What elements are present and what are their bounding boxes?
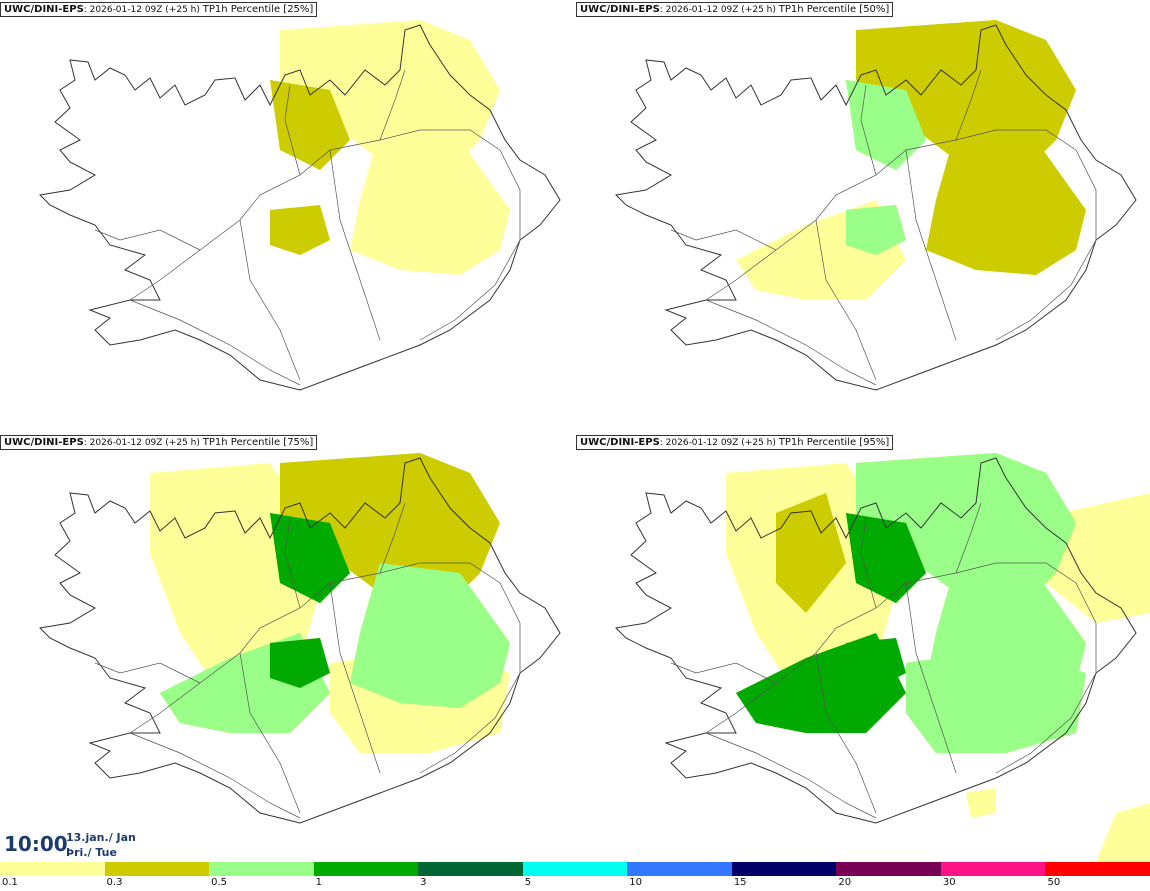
road-line (284, 517, 301, 609)
road-line (905, 582, 957, 774)
run-info: : 2026-01-12 09Z (+25 h) (83, 438, 200, 448)
legend-swatch (104, 862, 211, 876)
road-line (94, 662, 201, 684)
legend-swatch (731, 862, 838, 876)
map-p50 (614, 20, 1137, 391)
road-line (905, 149, 957, 341)
legend-swatch (940, 862, 1047, 876)
legend-label: 0.5 (211, 877, 227, 888)
legend-label: 20 (838, 877, 852, 888)
legend-swatch (418, 862, 524, 876)
precip-area (270, 80, 350, 170)
road-line (329, 149, 381, 341)
road-line (129, 732, 301, 819)
legend-swatch (313, 862, 420, 876)
model-name: UWC/DINI-EPS (4, 437, 84, 448)
legend-label: 30 (942, 877, 956, 888)
valid-time: 10:00 (4, 832, 68, 856)
map-panel-p25: UWC/DINI-EPS: 2026-01-12 09Z (+25 h) TP1… (0, 0, 574, 429)
panel-title: UWC/DINI-EPS: 2026-01-12 09Z (+25 h) TP1… (576, 435, 894, 450)
precip-area (1096, 803, 1150, 862)
run-info: : 2026-01-12 09Z (+25 h) (659, 5, 776, 15)
road-line (94, 229, 201, 251)
legend-label: 50 (1047, 877, 1061, 888)
legend-swatch (627, 862, 733, 876)
legend-label: 0.1 (2, 877, 18, 888)
legend-label: 1 (315, 877, 322, 888)
legend-swatch (522, 862, 629, 876)
precip-area (776, 493, 846, 613)
road-line (955, 502, 982, 574)
valid-date-line2: Þri./ Tue (66, 846, 117, 859)
road-line (129, 299, 301, 386)
parameter-name: TP1h Percentile [25%] (202, 4, 314, 15)
parameter-name: TP1h Percentile [95%] (778, 437, 890, 448)
road-line (955, 69, 982, 141)
run-info: : 2026-01-12 09Z (+25 h) (659, 438, 776, 448)
map-p75 (38, 453, 561, 824)
precip-area (846, 513, 926, 603)
map-p95 (614, 453, 1150, 862)
precip-area (270, 638, 330, 688)
road-line (705, 562, 1097, 774)
model-name: UWC/DINI-EPS (4, 4, 84, 15)
panel-title: UWC/DINI-EPS: 2026-01-12 09Z (+25 h) TP1… (0, 2, 318, 17)
precip-area (966, 788, 996, 818)
legend-label: 0.3 (106, 877, 123, 888)
valid-time-box: 10:00 13.jan./ Jan Þri./ Tue (0, 826, 140, 862)
precip-area (846, 80, 926, 170)
valid-date-line1: 13.jan./ Jan (66, 831, 136, 844)
precip-area (906, 648, 1086, 753)
legend-label: 15 (733, 877, 747, 888)
road-line (129, 562, 521, 774)
road-line (705, 129, 1097, 341)
legend-swatch (1045, 862, 1150, 876)
run-info: : 2026-01-12 09Z (+25 h) (83, 5, 200, 15)
road-line (860, 517, 877, 609)
road-line (705, 732, 877, 819)
precip-area (926, 130, 1086, 275)
legend-swatch (209, 862, 315, 876)
road-line (860, 84, 877, 176)
legend-swatch (836, 862, 942, 876)
model-name: UWC/DINI-EPS (580, 4, 660, 15)
coastline (38, 457, 561, 824)
road-line (329, 582, 381, 774)
precip-area (350, 563, 510, 708)
color-legend: 0.1 0.3 0.5 1 3 5 10 15 20 30 50 (0, 862, 1150, 891)
legend-label: 3 (420, 877, 427, 888)
map-p25 (38, 20, 561, 391)
road-line (670, 229, 777, 251)
legend-label: 10 (629, 877, 642, 888)
panel-title: UWC/DINI-EPS: 2026-01-12 09Z (+25 h) TP1… (0, 435, 318, 450)
road-line (670, 662, 777, 684)
map-panel-p95: UWC/DINI-EPS: 2026-01-12 09Z (+25 h) TP1… (576, 433, 1150, 862)
panel-title: UWC/DINI-EPS: 2026-01-12 09Z (+25 h) TP1… (576, 2, 894, 17)
road-line (815, 652, 877, 814)
precip-area (846, 205, 906, 255)
road-line (379, 502, 406, 574)
precip-area (270, 513, 350, 603)
map-panel-p75: UWC/DINI-EPS: 2026-01-12 09Z (+25 h) TP1… (0, 433, 574, 862)
legend-swatch (0, 862, 106, 876)
precip-area (350, 130, 510, 275)
parameter-name: TP1h Percentile [50%] (778, 4, 890, 15)
legend-label: 5 (524, 877, 532, 888)
road-line (239, 219, 301, 381)
model-name: UWC/DINI-EPS (580, 437, 660, 448)
map-panel-p50: UWC/DINI-EPS: 2026-01-12 09Z (+25 h) TP1… (576, 0, 1150, 429)
coastline (38, 24, 561, 391)
coastline (614, 457, 1137, 824)
precip-area (270, 205, 330, 255)
road-line (379, 69, 406, 141)
coastline (614, 24, 1137, 391)
road-line (705, 299, 877, 386)
road-line (815, 219, 877, 381)
road-line (284, 84, 301, 176)
road-line (239, 652, 301, 814)
road-line (129, 129, 521, 341)
parameter-name: TP1h Percentile [75%] (202, 437, 314, 448)
